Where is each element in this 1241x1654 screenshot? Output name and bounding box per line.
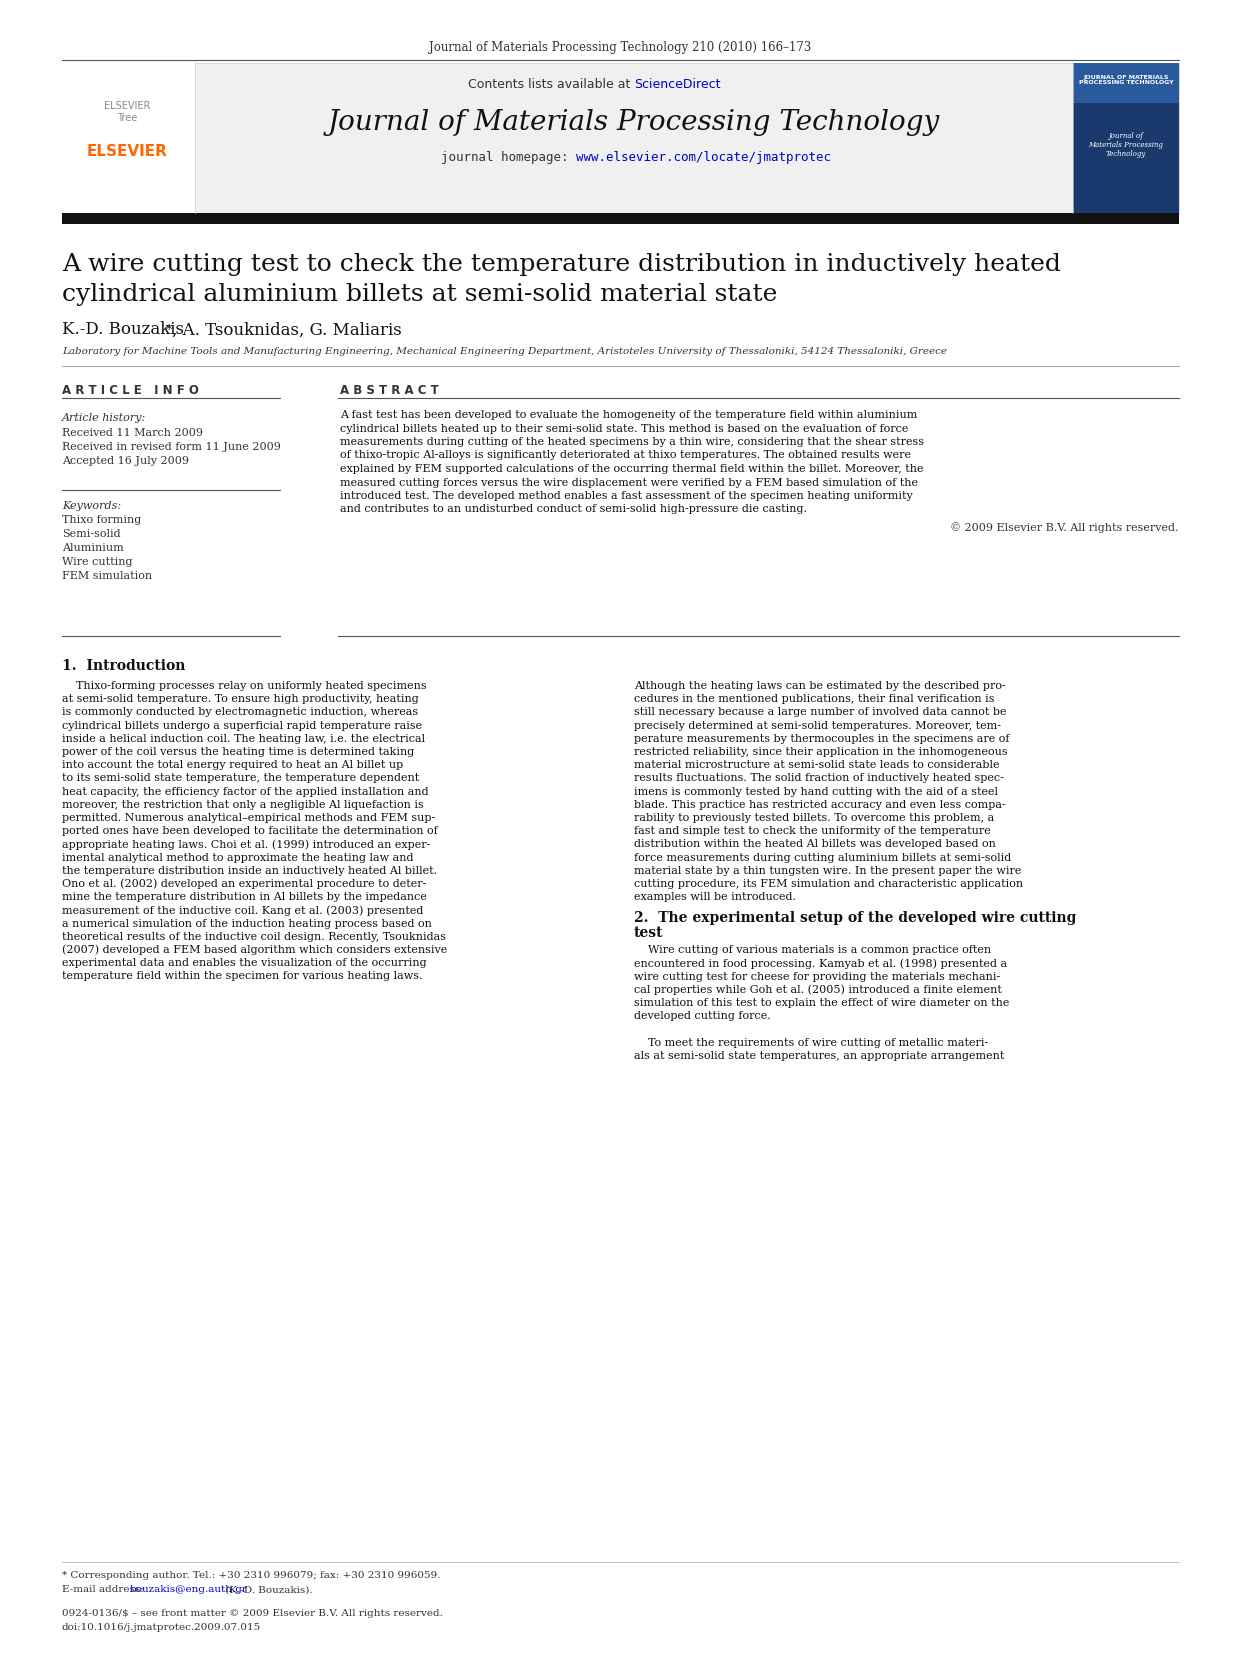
Text: ELSEVIER: ELSEVIER — [87, 144, 168, 159]
Text: developed cutting force.: developed cutting force. — [634, 1011, 771, 1022]
Text: Article history:: Article history: — [62, 414, 146, 423]
Text: Received in revised form 11 June 2009: Received in revised form 11 June 2009 — [62, 442, 280, 452]
Text: temperature field within the specimen for various heating laws.: temperature field within the specimen fo… — [62, 971, 422, 981]
Text: A B S T R A C T: A B S T R A C T — [340, 384, 439, 397]
Text: a numerical simulation of the induction heating process based on: a numerical simulation of the induction … — [62, 918, 432, 928]
Text: encountered in food processing. Kamyab et al. (1998) presented a: encountered in food processing. Kamyab e… — [634, 958, 1008, 969]
Text: To meet the requirements of wire cutting of metallic materi-: To meet the requirements of wire cutting… — [634, 1037, 988, 1047]
Text: *: * — [166, 324, 172, 336]
Text: still necessary because a large number of involved data cannot be: still necessary because a large number o… — [634, 708, 1006, 718]
Text: * Corresponding author. Tel.: +30 2310 996079; fax: +30 2310 996059.: * Corresponding author. Tel.: +30 2310 9… — [62, 1571, 441, 1581]
Text: appropriate heating laws. Choi et al. (1999) introduced an exper-: appropriate heating laws. Choi et al. (1… — [62, 839, 431, 850]
Text: material state by a thin tungsten wire. In the present paper the wire: material state by a thin tungsten wire. … — [634, 865, 1021, 877]
Text: blade. This practice has restricted accuracy and even less compa-: blade. This practice has restricted accu… — [634, 801, 1005, 810]
Text: 2.  The experimental setup of the developed wire cutting: 2. The experimental setup of the develop… — [634, 911, 1076, 925]
Text: cylindrical billets heated up to their semi-solid state. This method is based on: cylindrical billets heated up to their s… — [340, 423, 908, 433]
Text: cutting procedure, its FEM simulation and characteristic application: cutting procedure, its FEM simulation an… — [634, 878, 1023, 888]
Text: A fast test has been developed to evaluate the homogeneity of the temperature fi: A fast test has been developed to evalua… — [340, 410, 917, 420]
Text: power of the coil versus the heating time is determined taking: power of the coil versus the heating tim… — [62, 748, 414, 758]
Text: inside a helical induction coil. The heating law, i.e. the electrical: inside a helical induction coil. The hea… — [62, 734, 426, 744]
Text: Journal of Materials Processing Technology 210 (2010) 166–173: Journal of Materials Processing Technolo… — [429, 41, 812, 55]
Text: measurement of the inductive coil. Kang et al. (2003) presented: measurement of the inductive coil. Kang … — [62, 905, 423, 916]
Text: wire cutting test for cheese for providing the materials mechani-: wire cutting test for cheese for providi… — [634, 973, 1000, 982]
FancyBboxPatch shape — [1073, 63, 1179, 213]
FancyBboxPatch shape — [62, 63, 1179, 213]
Text: Although the heating laws can be estimated by the described pro-: Although the heating laws can be estimat… — [634, 681, 1005, 691]
Text: measured cutting forces versus the wire displacement were verified by a FEM base: measured cutting forces versus the wire … — [340, 478, 918, 488]
Text: heat capacity, the efficiency factor of the applied installation and: heat capacity, the efficiency factor of … — [62, 787, 428, 797]
Text: (K.-D. Bouzakis).: (K.-D. Bouzakis). — [222, 1586, 313, 1594]
Text: Received 11 March 2009: Received 11 March 2009 — [62, 428, 204, 438]
Text: measurements during cutting of the heated specimens by a thin wire, considering : measurements during cutting of the heate… — [340, 437, 925, 447]
Text: bouzakis@eng.auth.gr: bouzakis@eng.auth.gr — [130, 1586, 248, 1594]
Text: cylindrical billets undergo a superficial rapid temperature raise: cylindrical billets undergo a superficia… — [62, 721, 422, 731]
Text: www.elsevier.com/locate/jmatprotec: www.elsevier.com/locate/jmatprotec — [576, 152, 831, 164]
Text: A R T I C L E   I N F O: A R T I C L E I N F O — [62, 384, 199, 397]
Text: to its semi-solid state temperature, the temperature dependent: to its semi-solid state temperature, the… — [62, 774, 419, 784]
Text: restricted reliability, since their application in the inhomogeneous: restricted reliability, since their appl… — [634, 748, 1008, 758]
Text: fast and simple test to check the uniformity of the temperature: fast and simple test to check the unifor… — [634, 827, 990, 837]
Text: Journal of
Materials Processing
Technology: Journal of Materials Processing Technolo… — [1088, 132, 1164, 159]
Text: simulation of this test to explain the effect of wire diameter on the: simulation of this test to explain the e… — [634, 999, 1009, 1009]
Text: A wire cutting test to check the temperature distribution in inductively heated: A wire cutting test to check the tempera… — [62, 253, 1061, 276]
Text: Thixo forming: Thixo forming — [62, 514, 141, 524]
Text: imental analytical method to approximate the heating law and: imental analytical method to approximate… — [62, 852, 413, 863]
Text: introduced test. The developed method enables a fast assessment of the specimen : introduced test. The developed method en… — [340, 491, 912, 501]
Text: , A. Tsouknidas, G. Maliaris: , A. Tsouknidas, G. Maliaris — [172, 321, 402, 339]
Text: explained by FEM supported calculations of the occurring thermal field within th: explained by FEM supported calculations … — [340, 465, 923, 475]
FancyBboxPatch shape — [62, 63, 195, 213]
Text: imens is commonly tested by hand cutting with the aid of a steel: imens is commonly tested by hand cutting… — [634, 787, 998, 797]
Text: at semi-solid temperature. To ensure high productivity, heating: at semi-solid temperature. To ensure hig… — [62, 695, 418, 705]
Text: the temperature distribution inside an inductively heated Al billet.: the temperature distribution inside an i… — [62, 865, 437, 877]
Text: als at semi-solid state temperatures, an appropriate arrangement: als at semi-solid state temperatures, an… — [634, 1050, 1004, 1060]
Text: cal properties while Goh et al. (2005) introduced a finite element: cal properties while Goh et al. (2005) i… — [634, 984, 1001, 996]
Text: theoretical results of the inductive coil design. Recently, Tsouknidas: theoretical results of the inductive coi… — [62, 931, 446, 941]
Text: perature measurements by thermocouples in the specimens are of: perature measurements by thermocouples i… — [634, 734, 1009, 744]
Text: precisely determined at semi-solid temperatures. Moreover, tem-: precisely determined at semi-solid tempe… — [634, 721, 1001, 731]
Text: material microstructure at semi-solid state leads to considerable: material microstructure at semi-solid st… — [634, 761, 999, 771]
Text: Ono et al. (2002) developed an experimental procedure to deter-: Ono et al. (2002) developed an experimen… — [62, 878, 427, 890]
FancyBboxPatch shape — [1073, 63, 1179, 103]
Text: Wire cutting: Wire cutting — [62, 557, 133, 567]
Text: Semi-solid: Semi-solid — [62, 529, 120, 539]
Text: journal homepage:: journal homepage: — [441, 152, 576, 164]
FancyBboxPatch shape — [62, 213, 1179, 223]
Text: experimental data and enables the visualization of the occurring: experimental data and enables the visual… — [62, 958, 427, 968]
Text: Aluminium: Aluminium — [62, 543, 124, 552]
Text: examples will be introduced.: examples will be introduced. — [634, 892, 795, 901]
Text: test: test — [634, 926, 664, 941]
Text: results fluctuations. The solid fraction of inductively heated spec-: results fluctuations. The solid fraction… — [634, 774, 1004, 784]
Text: JOURNAL OF MATERIALS
PROCESSING TECHNOLOGY: JOURNAL OF MATERIALS PROCESSING TECHNOLO… — [1078, 74, 1174, 86]
Text: ported ones have been developed to facilitate the determination of: ported ones have been developed to facil… — [62, 827, 438, 837]
Text: rability to previously tested billets. To overcome this problem, a: rability to previously tested billets. T… — [634, 814, 994, 824]
Text: (2007) developed a FEM based algorithm which considers extensive: (2007) developed a FEM based algorithm w… — [62, 944, 447, 956]
Text: Laboratory for Machine Tools and Manufacturing Engineering, Mechanical Engineeri: Laboratory for Machine Tools and Manufac… — [62, 347, 947, 357]
Text: permitted. Numerous analytical–empirical methods and FEM sup-: permitted. Numerous analytical–empirical… — [62, 814, 436, 824]
Text: 0924-0136/$ – see front matter © 2009 Elsevier B.V. All rights reserved.: 0924-0136/$ – see front matter © 2009 El… — [62, 1609, 443, 1619]
Text: Accepted 16 July 2009: Accepted 16 July 2009 — [62, 457, 189, 466]
Text: moreover, the restriction that only a negligible Al liquefaction is: moreover, the restriction that only a ne… — [62, 801, 423, 810]
Text: K.-D. Bouzakis: K.-D. Bouzakis — [62, 321, 184, 339]
Text: force measurements during cutting aluminium billets at semi-solid: force measurements during cutting alumin… — [634, 852, 1011, 863]
Text: ScienceDirect: ScienceDirect — [634, 78, 721, 91]
Text: Wire cutting of various materials is a common practice often: Wire cutting of various materials is a c… — [634, 946, 992, 956]
Text: Contents lists available at: Contents lists available at — [468, 78, 634, 91]
Text: distribution within the heated Al billets was developed based on: distribution within the heated Al billet… — [634, 839, 995, 850]
Text: is commonly conducted by electromagnetic induction, whereas: is commonly conducted by electromagnetic… — [62, 708, 418, 718]
Text: into account the total energy required to heat an Al billet up: into account the total energy required t… — [62, 761, 403, 771]
Text: © 2009 Elsevier B.V. All rights reserved.: © 2009 Elsevier B.V. All rights reserved… — [951, 523, 1179, 533]
Text: mine the temperature distribution in Al billets by the impedance: mine the temperature distribution in Al … — [62, 892, 427, 901]
Text: Thixo-forming processes relay on uniformly heated specimens: Thixo-forming processes relay on uniform… — [62, 681, 427, 691]
Text: cedures in the mentioned publications, their final verification is: cedures in the mentioned publications, t… — [634, 695, 994, 705]
Text: and contributes to an undisturbed conduct of semi-solid high-pressure die castin: and contributes to an undisturbed conduc… — [340, 504, 807, 514]
Text: Keywords:: Keywords: — [62, 501, 122, 511]
Text: cylindrical aluminium billets at semi-solid material state: cylindrical aluminium billets at semi-so… — [62, 283, 777, 306]
Text: FEM simulation: FEM simulation — [62, 571, 153, 581]
Text: ELSEVIER
Tree: ELSEVIER Tree — [104, 101, 150, 122]
Text: of thixo-tropic Al-alloys is significantly deteriorated at thixo temperatures. T: of thixo-tropic Al-alloys is significant… — [340, 450, 911, 460]
Text: Journal of Materials Processing Technology: Journal of Materials Processing Technolo… — [328, 109, 941, 136]
Text: E-mail address:: E-mail address: — [62, 1586, 146, 1594]
Text: 1.  Introduction: 1. Introduction — [62, 658, 185, 673]
Text: doi:10.1016/j.jmatprotec.2009.07.015: doi:10.1016/j.jmatprotec.2009.07.015 — [62, 1624, 262, 1632]
